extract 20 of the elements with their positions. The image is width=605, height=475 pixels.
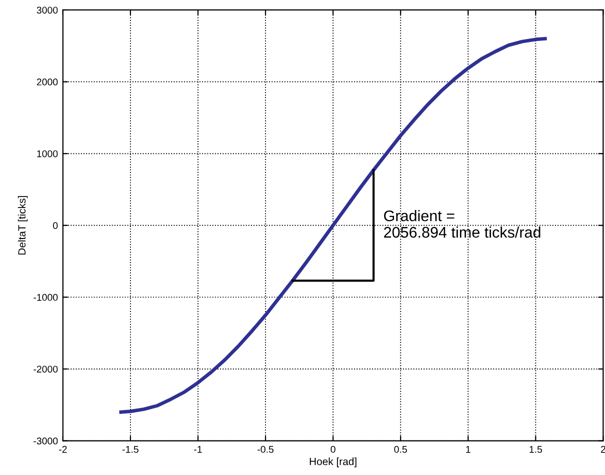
y-tick-label: -3000 (34, 438, 58, 444)
x-tick-label: -1 (194, 446, 202, 453)
annotation: Gradient = 2056.894 time ticks/rad (384, 210, 540, 238)
x-tick-label: -0.5 (258, 446, 274, 453)
x-tick-label: 0.5 (394, 446, 407, 453)
x-tick-label: -2 (59, 446, 67, 453)
x-tick-label: 1 (466, 446, 470, 453)
x-tick-label: -1.5 (122, 446, 138, 453)
line-series (119, 36, 547, 414)
y-tick-label: 1000 (37, 150, 58, 158)
y-tick-label: -1000 (34, 294, 58, 301)
y-axis-title: DeltaT [ticks] (18, 196, 28, 255)
y-tick-label: 0 (53, 222, 58, 230)
x-tick-label: 0 (330, 446, 336, 453)
y-tick-label: 2000 (36, 78, 58, 86)
y-tick-label: 3000 (36, 6, 58, 14)
x-tick-label: 1.5 (530, 446, 542, 453)
x-tick-label: 2 (600, 446, 605, 453)
y-tick-label: -2000 (34, 366, 58, 373)
x-axis-title: Hoek [rad] (310, 458, 356, 468)
